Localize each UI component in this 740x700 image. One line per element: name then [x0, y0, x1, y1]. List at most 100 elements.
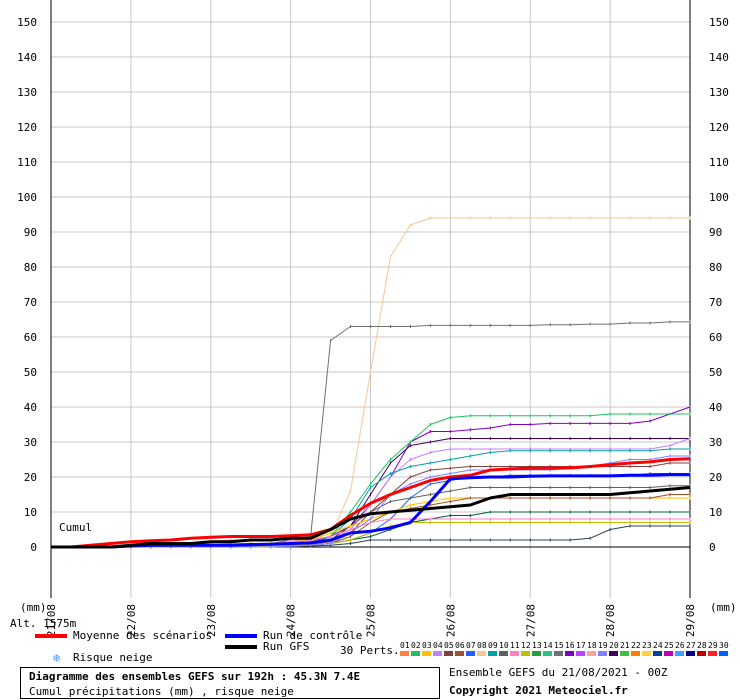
x-tick-label: 24/08	[285, 604, 298, 637]
pert-number: 27	[686, 641, 696, 650]
pert-swatch	[411, 651, 420, 656]
y-tick-label-right: 90	[709, 226, 722, 239]
y-tick-label-left: 130	[17, 86, 37, 99]
series-line-moyenne-des-sc-narios	[51, 457, 691, 549]
y-tick-label-right: 0	[709, 541, 716, 554]
y-tick-label-left: 10	[24, 506, 37, 519]
x-tick-label: 28/08	[604, 604, 617, 637]
pert-swatch	[708, 651, 717, 656]
pert-number: 14	[543, 641, 553, 650]
pert-swatch	[642, 651, 651, 656]
pert-number: 09	[488, 641, 498, 650]
pert-swatch	[532, 651, 541, 656]
altitude-label: Alt. 1575m	[10, 617, 77, 630]
pert-number: 16	[565, 641, 575, 650]
pert-number: 23	[642, 641, 652, 650]
pert-number: 17	[576, 641, 586, 650]
pert-number: 30	[719, 641, 729, 650]
pert-swatch	[422, 651, 431, 656]
pert-number: 12	[521, 641, 531, 650]
pert-swatch	[653, 651, 662, 656]
y-tick-label-left: 140	[17, 51, 37, 64]
series-line-run-gfs	[51, 486, 691, 549]
pert-swatch	[719, 651, 728, 656]
pert-swatch	[565, 651, 574, 656]
x-tick-label: 26/08	[444, 604, 457, 637]
x-tick-label: 23/08	[205, 604, 218, 637]
y-tick-label-right: 60	[709, 331, 722, 344]
pert-swatch	[686, 651, 695, 656]
pert-number: 20	[609, 641, 619, 650]
pert-swatch	[631, 651, 640, 656]
legend-control-label: Run de contrôle	[263, 629, 363, 642]
pert-number: 04	[433, 641, 443, 650]
y-tick-label-right: 10	[709, 506, 722, 519]
pert-swatch	[543, 651, 552, 656]
y-tick-label-left: 120	[17, 121, 37, 134]
pert-number: 19	[598, 641, 608, 650]
pert-number: 06	[455, 641, 465, 650]
pert-number: 03	[422, 641, 432, 650]
y-tick-label-right: 150	[709, 16, 729, 29]
y-tick-label-left: 80	[24, 261, 37, 274]
pert-number: 25	[664, 641, 674, 650]
y-tick-label-right: 130	[709, 86, 729, 99]
pert-swatch	[444, 651, 453, 656]
x-tick-label: 29/08	[684, 604, 697, 637]
snowflake-icon: ❄	[53, 651, 61, 665]
pert-swatch	[598, 651, 607, 656]
y-tick-label-right: 100	[709, 191, 729, 204]
pert-swatch	[576, 651, 585, 656]
legend-gfs-swatch	[225, 645, 257, 649]
pert-number: 02	[411, 641, 421, 650]
pert-swatch	[587, 651, 596, 656]
run-info: Ensemble GEFS du 21/08/2021 - 00Z	[449, 666, 668, 679]
y-tick-label-left: 40	[24, 401, 37, 414]
footer-subtitle: Cumul précipitations (mm) , risque neige	[29, 685, 294, 698]
legend-perts-label: 30 Perts.	[340, 644, 400, 657]
legend-control-swatch	[225, 634, 257, 638]
y-tick-label-right: 20	[709, 471, 722, 484]
y-tick-label-right: 140	[709, 51, 729, 64]
footer-title-box: Diagramme des ensembles GEFS sur 192h : …	[20, 667, 440, 699]
pert-number: 28	[697, 641, 707, 650]
pert-number: 26	[675, 641, 685, 650]
x-tick-label: 25/08	[365, 604, 378, 637]
pert-swatch	[433, 651, 442, 656]
pert-swatch	[664, 651, 673, 656]
y-tick-label-left: 30	[24, 436, 37, 449]
y-tick-label-left: 110	[17, 156, 37, 169]
legend-mean-swatch	[35, 634, 67, 638]
pert-swatch	[521, 651, 530, 656]
y-tick-label-left: 70	[24, 296, 37, 309]
pert-swatch	[400, 651, 409, 656]
pert-number: 10	[499, 641, 509, 650]
x-tick-label: 21/08	[45, 604, 58, 637]
pert-swatch	[554, 651, 563, 656]
legend-gfs-label: Run GFS	[263, 640, 310, 653]
pert-number: 18	[587, 641, 597, 650]
pert-number: 13	[532, 641, 542, 650]
pert-number: 01	[400, 641, 410, 650]
series-line-run-de-contr-le	[51, 473, 690, 549]
pert-number: 24	[653, 641, 663, 650]
pert-number: 11	[510, 641, 520, 650]
cumul-label: Cumul	[59, 521, 93, 534]
y-tick-label-left: 100	[17, 191, 37, 204]
y-tick-label-left: 60	[24, 331, 37, 344]
legend-snow-label: Risque neige	[73, 651, 153, 664]
pert-number: 15	[554, 641, 564, 650]
y-tick-label-left: 20	[24, 471, 37, 484]
pert-swatch	[620, 651, 629, 656]
x-tick-label: 22/08	[125, 604, 138, 637]
pert-number: 29	[708, 641, 718, 650]
y-tick-label-right: 120	[709, 121, 729, 134]
pert-swatch	[488, 651, 497, 656]
y-tick-label-left: 50	[24, 366, 37, 379]
pert-number: 21	[620, 641, 630, 650]
y-tick-label-right: 110	[709, 156, 729, 169]
pert-number: 07	[466, 641, 476, 650]
pert-swatch	[477, 651, 486, 656]
pert-swatch	[510, 651, 519, 656]
